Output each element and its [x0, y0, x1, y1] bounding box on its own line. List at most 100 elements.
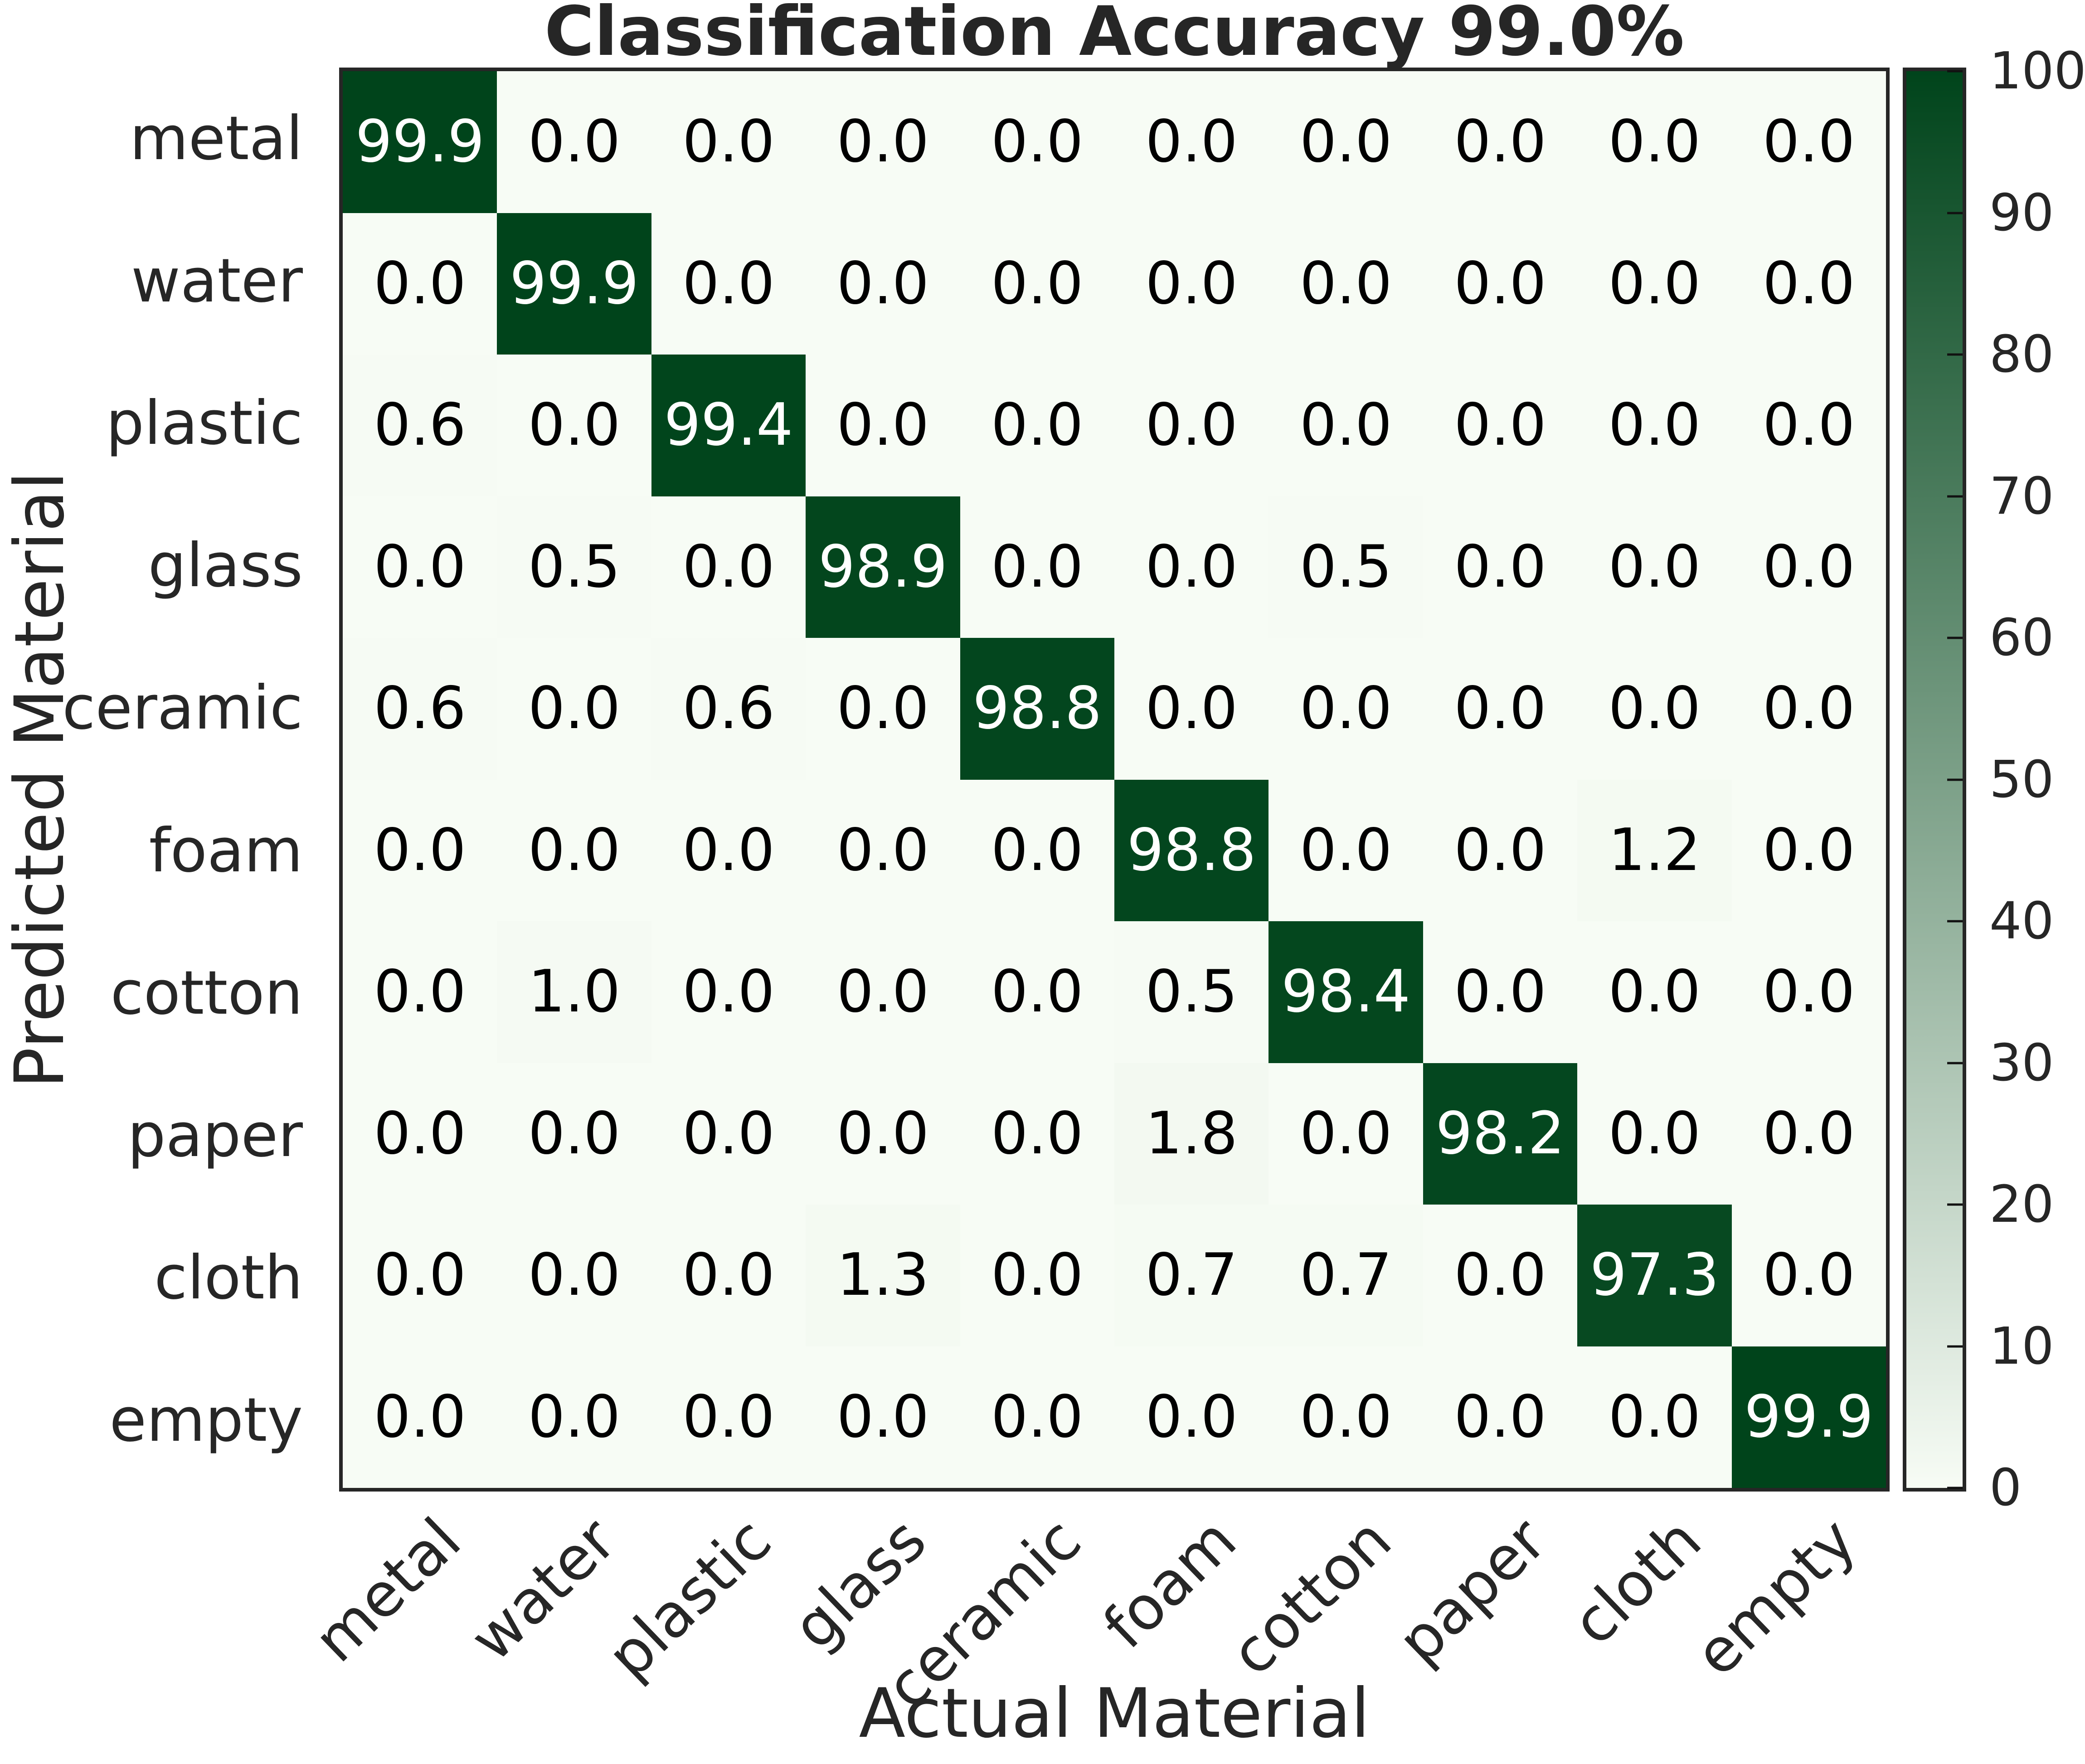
colorbar-tick-label-60: 60	[1989, 608, 2054, 667]
matrix-cell-glass-metal: 0.0	[343, 496, 497, 638]
matrix-cell-ceramic-empty: 0.0	[1731, 638, 1886, 780]
matrix-cell-plastic-foam: 0.0	[1114, 355, 1269, 496]
matrix-cell-plastic-water: 0.0	[497, 355, 651, 496]
matrix-cell-cotton-plastic: 0.0	[651, 921, 806, 1063]
matrix-cell-foam-metal: 0.0	[343, 779, 497, 921]
colorbar-tick-10	[1947, 1345, 1963, 1347]
matrix-cell-paper-foam: 1.8	[1114, 1063, 1269, 1205]
colorbar	[1903, 68, 1966, 1492]
matrix-cell-water-foam: 0.0	[1114, 213, 1269, 355]
matrix-cell-water-plastic: 0.0	[651, 213, 806, 355]
y-axis-tick-labels: metal water plastic glass ceramic foam cotton p…	[0, 68, 320, 1492]
matrix-cell-glass-paper: 0.0	[1423, 496, 1578, 638]
matrix-cell-foam-water: 0.0	[497, 779, 651, 921]
matrix-cell-metal-empty: 0.0	[1731, 71, 1886, 213]
colorbar-tick-label-70: 70	[1989, 467, 2054, 526]
matrix-cell-foam-cotton: 0.0	[1268, 779, 1423, 921]
matrix-cell-glass-plastic: 0.0	[651, 496, 806, 638]
matrix-cell-water-paper: 0.0	[1423, 213, 1578, 355]
matrix-cell-cloth-metal: 0.0	[343, 1205, 497, 1346]
colorbar-tick-label-100: 100	[1989, 42, 2085, 101]
matrix-cell-metal-glass: 0.0	[806, 71, 960, 213]
matrix-cell-metal-metal: 99.9	[343, 71, 497, 213]
matrix-cell-glass-cloth: 0.0	[1577, 496, 1732, 638]
colorbar-tick-label-30: 30	[1989, 1033, 2054, 1093]
matrix-cell-empty-ceramic: 0.0	[960, 1346, 1114, 1488]
matrix-cell-empty-cotton: 0.0	[1268, 1346, 1423, 1488]
matrix-cell-cotton-metal: 0.0	[343, 921, 497, 1063]
matrix-cell-plastic-metal: 0.6	[343, 355, 497, 496]
matrix-cell-empty-water: 0.0	[497, 1346, 651, 1488]
matrix-cell-empty-foam: 0.0	[1114, 1346, 1269, 1488]
colorbar-tick-50	[1947, 778, 1963, 781]
y-tick-label-cotton: cotton	[110, 958, 303, 1028]
matrix-cell-cotton-ceramic: 0.0	[960, 921, 1114, 1063]
matrix-cell-empty-glass: 0.0	[806, 1346, 960, 1488]
matrix-cell-plastic-ceramic: 0.0	[960, 355, 1114, 496]
matrix-cell-paper-glass: 0.0	[806, 1063, 960, 1205]
matrix-cell-ceramic-cotton: 0.0	[1268, 638, 1423, 780]
matrix-cell-water-metal: 0.0	[343, 213, 497, 355]
matrix-cell-foam-plastic: 0.0	[651, 779, 806, 921]
matrix-cell-cloth-ceramic: 0.0	[960, 1205, 1114, 1346]
x-tick-label-empty: empty	[1682, 1505, 1870, 1690]
matrix-cell-ceramic-metal: 0.6	[343, 638, 497, 780]
matrix-cell-foam-cloth: 1.2	[1577, 779, 1732, 921]
matrix-cell-water-glass: 0.0	[806, 213, 960, 355]
matrix-cell-metal-plastic: 0.0	[651, 71, 806, 213]
matrix-cell-ceramic-paper: 0.0	[1423, 638, 1578, 780]
matrix-cell-glass-empty: 0.0	[1731, 496, 1886, 638]
matrix-cell-empty-cloth: 0.0	[1577, 1346, 1732, 1488]
colorbar-tick-80	[1947, 353, 1963, 356]
chart-title: Classification Accuracy 99.0%	[544, 0, 1685, 71]
matrix-cell-metal-paper: 0.0	[1423, 71, 1578, 213]
matrix-cell-paper-metal: 0.0	[343, 1063, 497, 1205]
matrix-cell-glass-cotton: 0.5	[1268, 496, 1423, 638]
matrix-cell-paper-plastic: 0.0	[651, 1063, 806, 1205]
matrix-cell-paper-paper: 98.2	[1423, 1063, 1578, 1205]
matrix-cell-ceramic-glass: 0.0	[806, 638, 960, 780]
x-tick-label-plastic: plastic	[594, 1505, 784, 1692]
matrix-cell-glass-glass: 98.9	[806, 496, 960, 638]
matrix-cell-water-cloth: 0.0	[1577, 213, 1732, 355]
matrix-cell-ceramic-cloth: 0.0	[1577, 638, 1732, 780]
x-tick-label-cotton: cotton	[1217, 1505, 1405, 1689]
x-axis-label: Actual Material	[859, 1674, 1370, 1753]
y-tick-label-glass: glass	[148, 531, 303, 601]
colorbar-tick-30	[1947, 1062, 1963, 1064]
matrix-cell-water-ceramic: 0.0	[960, 213, 1114, 355]
matrix-cell-cloth-empty: 0.0	[1731, 1205, 1886, 1346]
matrix-cell-cotton-glass: 0.0	[806, 921, 960, 1063]
matrix-cell-foam-ceramic: 0.0	[960, 779, 1114, 921]
matrix-cell-cloth-cotton: 0.7	[1268, 1205, 1423, 1346]
matrix-cell-foam-empty: 0.0	[1731, 779, 1886, 921]
matrix-cell-metal-cotton: 0.0	[1268, 71, 1423, 213]
colorbar-tick-100	[1947, 70, 1963, 73]
matrix-cell-ceramic-ceramic: 98.8	[960, 638, 1114, 780]
matrix-cell-plastic-glass: 0.0	[806, 355, 960, 496]
matrix-cell-cotton-paper: 0.0	[1423, 921, 1578, 1063]
y-tick-label-metal: metal	[130, 104, 303, 174]
matrix-cell-foam-glass: 0.0	[806, 779, 960, 921]
matrix-cell-water-water: 99.9	[497, 213, 651, 355]
colorbar-tick-label-50: 50	[1989, 750, 2054, 809]
matrix-cell-empty-metal: 0.0	[343, 1346, 497, 1488]
matrix-cell-cotton-cotton: 98.4	[1268, 921, 1423, 1063]
matrix-cell-cloth-cloth: 97.3	[1577, 1205, 1732, 1346]
y-tick-label-cloth: cloth	[154, 1243, 303, 1313]
matrix-cell-ceramic-water: 0.0	[497, 638, 651, 780]
matrix-cell-paper-cloth: 0.0	[1577, 1063, 1732, 1205]
colorbar-tick-70	[1947, 495, 1963, 497]
colorbar-tick-label-0: 0	[1989, 1458, 2022, 1517]
matrix-cell-paper-empty: 0.0	[1731, 1063, 1886, 1205]
matrix-cell-glass-ceramic: 0.0	[960, 496, 1114, 638]
matrix-cell-foam-foam: 98.8	[1114, 779, 1269, 921]
y-tick-label-foam: foam	[149, 816, 303, 886]
matrix-cell-cotton-cloth: 0.0	[1577, 921, 1732, 1063]
matrix-cell-cotton-water: 1.0	[497, 921, 651, 1063]
matrix-cell-plastic-cloth: 0.0	[1577, 355, 1732, 496]
colorbar-tick-0	[1947, 1487, 1963, 1489]
matrix-cell-paper-water: 0.0	[497, 1063, 651, 1205]
matrix-cell-cloth-plastic: 0.0	[651, 1205, 806, 1346]
